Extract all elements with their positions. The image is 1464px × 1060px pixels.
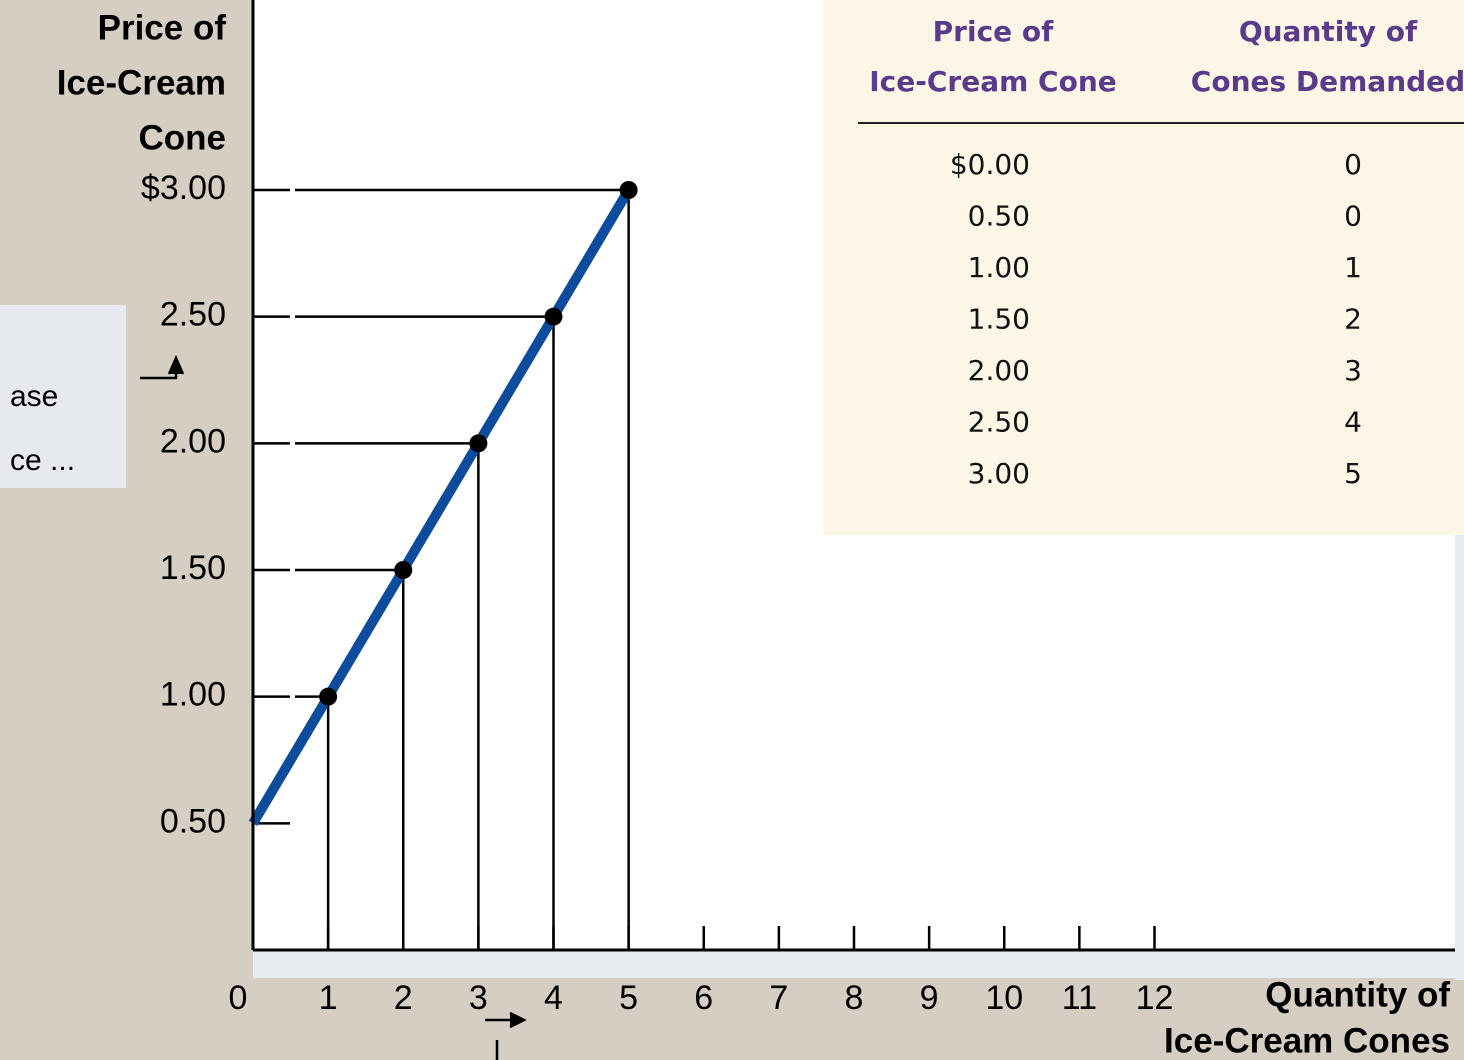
x-axis-title-line: Ice-Cream Cones — [1164, 1021, 1450, 1060]
point — [544, 307, 563, 326]
table-cell: 2.50 — [968, 406, 1030, 439]
table-box — [823, 0, 1464, 535]
y-axis-title-line: Price of — [98, 8, 227, 47]
table-cell: 2 — [1344, 303, 1362, 336]
table-cell: 0 — [1344, 200, 1362, 233]
arrows — [140, 354, 527, 1060]
x-tick-label: 2 — [394, 979, 413, 1017]
x-tick-label: 9 — [920, 979, 939, 1017]
y-tick-label: $3.00 — [141, 169, 226, 207]
table-header: Ice-Cream Cone — [869, 65, 1117, 98]
y-axis-title-line: Ice-Cream — [57, 63, 226, 102]
point — [394, 561, 413, 579]
table-cell: 0 — [1344, 148, 1362, 181]
annotation-line: ase — [10, 380, 58, 413]
point — [469, 434, 488, 453]
table-cell: 5 — [1344, 457, 1362, 490]
point — [619, 181, 638, 199]
axis-band — [253, 950, 1455, 978]
table-cell: 3 — [1344, 354, 1362, 387]
arrow-head — [509, 1011, 527, 1029]
x-tick-label: 6 — [694, 979, 713, 1017]
y-tick-label: 1.00 — [160, 676, 226, 714]
table-cell: 1.00 — [968, 251, 1030, 284]
table: Price of Ice-Cream Cone Quantity of Cones D… — [858, 15, 1464, 490]
point — [319, 687, 338, 706]
table-header: Quantity of — [1239, 15, 1418, 48]
x-tick-label: 3 — [469, 979, 488, 1017]
annotation-box — [0, 305, 126, 488]
y-tick-label: 2.50 — [160, 296, 226, 334]
y-tick-label: 1.50 — [160, 549, 226, 587]
y-tick-label: 2.00 — [160, 422, 226, 460]
table-cell: 1 — [1344, 251, 1362, 284]
x-tick-label: 8 — [845, 979, 864, 1017]
y-axis-title-line: Cone — [139, 118, 227, 157]
table-cell: 0.50 — [968, 200, 1030, 233]
x-tick-label: 0 — [229, 979, 248, 1017]
table-cell: 3.00 — [968, 457, 1030, 490]
table-header: Price of — [933, 15, 1055, 48]
table-cell: $0.00 — [950, 148, 1030, 181]
x-tick-label: 7 — [769, 979, 788, 1017]
table-cell: 4 — [1344, 406, 1362, 439]
y-tick-label: 0.50 — [160, 802, 226, 840]
annotation-line: ce ... — [10, 444, 75, 477]
x-tick-label: 12 — [1136, 979, 1174, 1017]
arrow-head — [167, 354, 185, 375]
annotation: ase ce ... — [10, 380, 75, 477]
y-axis-title: Price of Ice-Cream Cone — [57, 8, 227, 157]
table-header: Cones Demanded — [1191, 65, 1464, 98]
line — [248, 187, 633, 826]
x-tick-label: 10 — [985, 979, 1023, 1017]
table-cell: 1.50 — [968, 303, 1030, 336]
x-tick-label: 4 — [544, 979, 563, 1017]
x-tick-label: 1 — [319, 979, 338, 1017]
x-axis-title-line: Quantity of — [1265, 975, 1450, 1014]
table-cell: 2.00 — [968, 354, 1030, 387]
x-tick-label: 5 — [619, 979, 638, 1017]
x-tick-label: 11 — [1062, 979, 1097, 1017]
x-axis-title: Quantity of Ice-Cream Cones — [1164, 975, 1450, 1060]
